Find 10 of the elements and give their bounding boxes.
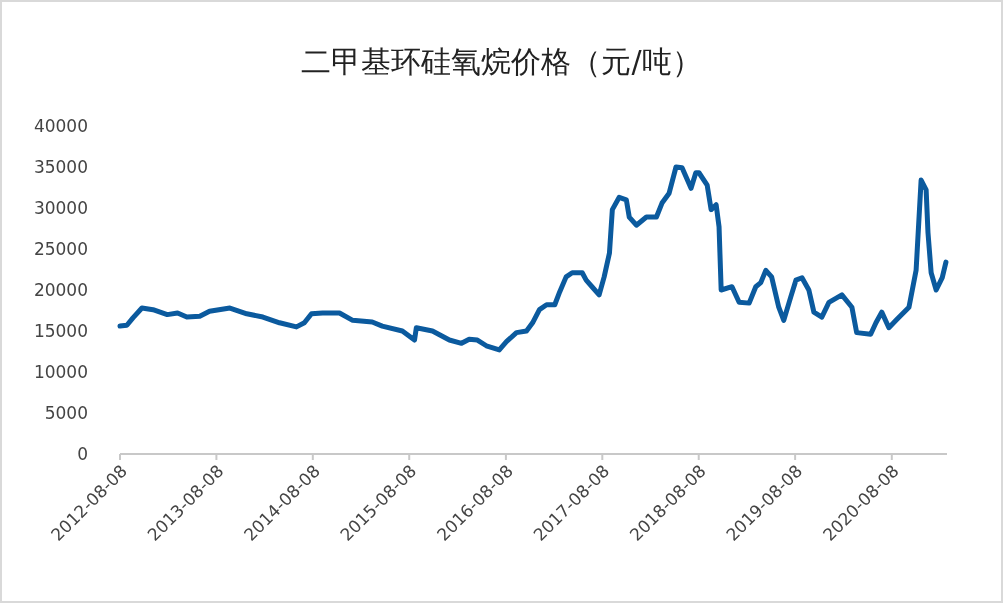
- y-tick-label: 15000: [33, 320, 88, 341]
- y-tick-label: 20000: [33, 279, 88, 300]
- y-tick-label: 40000: [33, 115, 88, 136]
- chart-title: 二甲基环硅氧烷价格（元/吨）: [301, 44, 702, 79]
- y-tick-label: 35000: [33, 156, 88, 177]
- y-tick-label: 0: [77, 443, 88, 464]
- y-tick-label: 5000: [44, 402, 88, 423]
- y-tick-label: 30000: [33, 197, 88, 218]
- y-tick-label: 10000: [33, 361, 88, 382]
- y-tick-label: 25000: [33, 238, 88, 259]
